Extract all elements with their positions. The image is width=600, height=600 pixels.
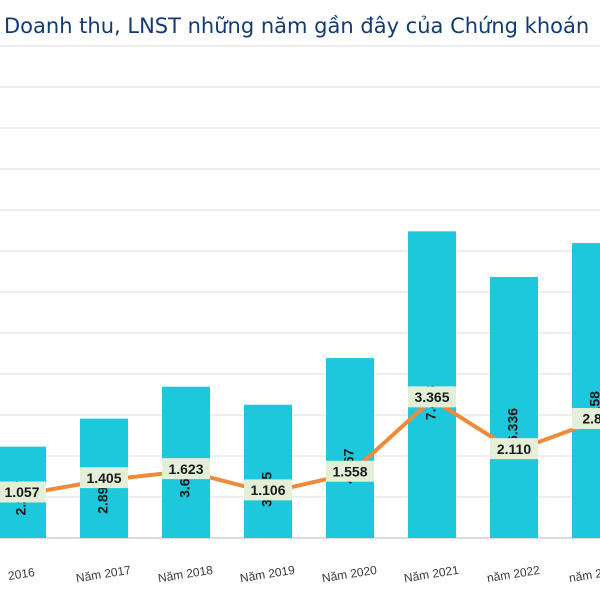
x-tick-label: Năm 2021 [403, 563, 460, 586]
revenue-bar [244, 404, 292, 538]
revenue-bar [490, 276, 538, 538]
profit-line-label: 2.110 [490, 438, 538, 460]
profit-label-text: 1.405 [86, 470, 121, 486]
profit-label-box [572, 407, 600, 429]
profit-label-text: 2.110 [497, 441, 531, 457]
profit-line-label: 1.405 [80, 467, 128, 489]
profit-label-text: 1.623 [168, 461, 203, 477]
x-tick-label: năm 2023 [568, 563, 600, 585]
profit-label-box [244, 479, 292, 501]
profit-line-label: 1.057 [0, 481, 46, 503]
profit-line-label: 2.84 [572, 407, 600, 429]
profit-label-text: 1.558 [332, 464, 367, 480]
x-tick-label: Năm 2017 [75, 563, 132, 586]
profit-label-box [80, 467, 128, 489]
x-tick-label: 2016 [7, 565, 36, 583]
profit-label-box [162, 458, 210, 480]
x-tick-label: năm 2022 [486, 563, 541, 585]
profit-label-text: 1.057 [4, 484, 39, 500]
x-tick-label: Năm 2020 [321, 563, 378, 586]
revenue-bar [572, 243, 600, 538]
profit-label-text: 2.84 [582, 411, 600, 427]
profit-label-box [490, 438, 538, 460]
profit-line-label: 1.106 [244, 479, 292, 501]
revenue-bar [408, 231, 456, 539]
profit-line-label: 1.623 [162, 458, 210, 480]
revenue-bar-label: 6.336 [505, 408, 521, 443]
x-tick-label: Năm 2018 [157, 563, 214, 586]
revenue-bar [326, 358, 374, 538]
x-tick-label: Năm 2019 [239, 563, 296, 586]
chart-title: Doanh thu, LNST những năm gần đây của Ch… [4, 14, 590, 38]
profit-line-labels: 1.057 1.405 1.623 1.106 1.558 3.365 2.110 2.84 [0, 386, 600, 503]
profit-label-text: 1.106 [250, 482, 285, 498]
profit-label-box [408, 386, 456, 408]
profit-label-box [0, 481, 46, 503]
profit-label-box [326, 460, 374, 482]
profit-line-label: 3.365 [408, 386, 456, 408]
profit-label-text: 3.365 [414, 389, 449, 405]
profit-line-label: 1.558 [326, 460, 374, 482]
revenue-bars [0, 231, 600, 539]
x-axis-ticks: 2016 Năm 2017 Năm 2018 Năm 2019 Năm 2020 Năm … [7, 563, 600, 586]
